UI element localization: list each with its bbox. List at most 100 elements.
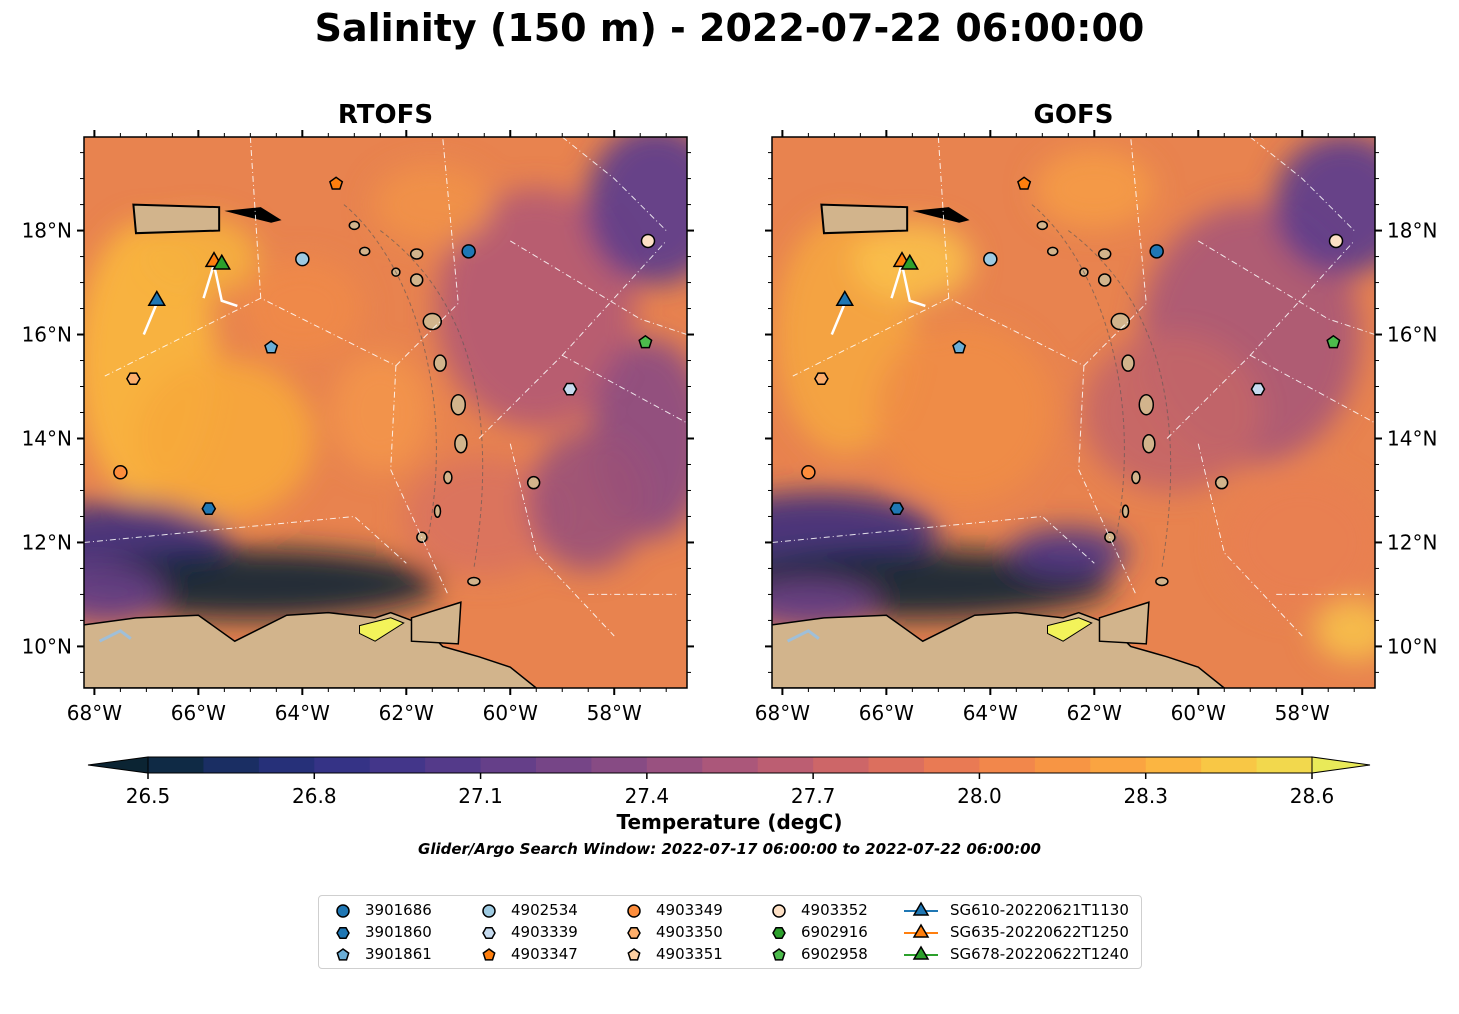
colorbar-segment: [591, 757, 648, 773]
panel-title-gofs: GOFS: [1033, 100, 1114, 130]
lat-tick-label: 12°N: [1387, 530, 1437, 554]
legend-marker-icon: [627, 904, 641, 918]
legend-item: 6902958: [767, 943, 868, 965]
river: [98, 629, 132, 643]
marker-3901861: [264, 340, 279, 354]
island: [1138, 393, 1155, 416]
marker-4903349: [113, 465, 128, 480]
colorbar-segment: [702, 757, 759, 773]
colorbar-segment: [868, 757, 925, 773]
eez-boundary: [1078, 365, 1137, 595]
lon-tick-label: 66°W: [859, 701, 914, 725]
colorbar-segment: [148, 757, 204, 773]
island: [1121, 504, 1130, 519]
legend-marker: [336, 948, 350, 961]
legend-item: 4903339: [477, 921, 578, 943]
marker-4903352: [1328, 233, 1344, 249]
lon-tick-label: 64°W: [275, 701, 330, 725]
marker-SG610-20220621T1130: [147, 289, 166, 307]
eez-boundary: [1083, 137, 1147, 367]
eez-boundary: [562, 354, 687, 424]
puerto-rico: [132, 203, 221, 235]
salinity-field-shading: [772, 137, 1375, 661]
island: [526, 475, 541, 490]
lon-tick-label: 68°W: [67, 701, 122, 725]
island: [1121, 354, 1135, 372]
paria-gulf-shelf: [359, 617, 405, 642]
colorbar-segment: [425, 757, 482, 773]
eez-boundary: [395, 137, 459, 367]
colorbar-segment: [1201, 757, 1258, 773]
eez-boundary: [510, 240, 687, 336]
lon-tick-label: 58°W: [1275, 701, 1330, 725]
marker-4902534: [295, 251, 310, 267]
lat-tick-label: 14°N: [1387, 426, 1437, 450]
colorbar-tick-label: 27.4: [625, 784, 670, 808]
legend-label: 6902958: [801, 945, 868, 963]
marker-4903350: [126, 372, 141, 386]
legend-label: 3901861: [365, 945, 432, 963]
island: [1155, 576, 1169, 587]
legend-label: 4902534: [511, 901, 578, 919]
bathymetry-contour: [1068, 230, 1172, 569]
glider-track: [830, 302, 846, 336]
legend-marker: [912, 923, 930, 938]
colorbar-frame: [147, 756, 1313, 774]
legend-marker: [912, 945, 930, 960]
island: [1097, 273, 1112, 287]
legend-item: 4902534: [477, 899, 578, 921]
colorbar-segment: [1256, 757, 1313, 773]
island: [348, 220, 361, 231]
colorbar-tick-label: 28.0: [957, 784, 1002, 808]
colorbar-tick-label: 27.7: [791, 784, 836, 808]
eez-boundary: [561, 137, 667, 231]
marker-4903347: [329, 176, 344, 190]
legend-marker-icon: [336, 927, 350, 939]
island: [1097, 248, 1112, 260]
eez-boundary: [1250, 354, 1375, 424]
marker-3901861: [952, 340, 967, 354]
island: [1046, 246, 1059, 257]
eez-boundary: [390, 365, 449, 595]
colorbar-tick-label: 26.8: [292, 784, 337, 808]
map-panel-gofs: 68°W 66°W 64°W 62°W 60°W 58°W 18°N 16°N 14°N 12°N…: [755, 130, 1437, 725]
glider-track: [890, 259, 926, 308]
island: [1131, 470, 1141, 485]
legend-label: 4903347: [511, 945, 578, 963]
marker-6902958: [1326, 334, 1341, 349]
page-title: Salinity (150 m) - 2022-07-22 06:00:00: [314, 6, 1145, 50]
marker-3901860: [889, 502, 905, 516]
bathymetry-contour: [1031, 204, 1125, 543]
map-panel-rtofs: 68°W 66°W 64°W 62°W 60°W 58°W 18°N 16°N 14°N 12°N…: [22, 130, 694, 725]
lat-tick-label: 18°N: [22, 219, 72, 243]
colorbar-segment: [1145, 757, 1202, 773]
puerto-rico: [820, 203, 909, 235]
island: [1142, 433, 1156, 454]
legend-marker: [772, 904, 786, 918]
lat-tick-label: 18°N: [1387, 219, 1437, 243]
legend-marker-icon: [772, 948, 786, 961]
legend-marker: [336, 927, 350, 939]
marker-4903347: [1017, 176, 1032, 190]
legend-item: 4903349: [622, 899, 723, 921]
eez-boundary: [478, 240, 667, 439]
legend-label: 3901686: [365, 901, 432, 919]
island: [433, 504, 442, 519]
colorbar-tick-label: 27.1: [458, 784, 503, 808]
colorbar-segment: [203, 757, 260, 773]
marker-3901860: [201, 502, 217, 516]
island: [1110, 312, 1131, 331]
marker-3901686: [461, 244, 476, 259]
legend-marker-icon: [627, 948, 641, 961]
legend-item: 4903351: [622, 943, 723, 965]
trinidad: [1098, 601, 1150, 645]
island: [409, 248, 424, 260]
colorbar-segment: [924, 757, 980, 773]
legend-marker: [912, 901, 930, 916]
legend-marker: [627, 904, 641, 918]
legend-marker: [627, 927, 641, 939]
legend-marker-icon: [482, 948, 496, 961]
bathymetry-contour: [343, 204, 437, 543]
island: [1214, 475, 1229, 490]
legend-marker-icon: [772, 904, 786, 918]
